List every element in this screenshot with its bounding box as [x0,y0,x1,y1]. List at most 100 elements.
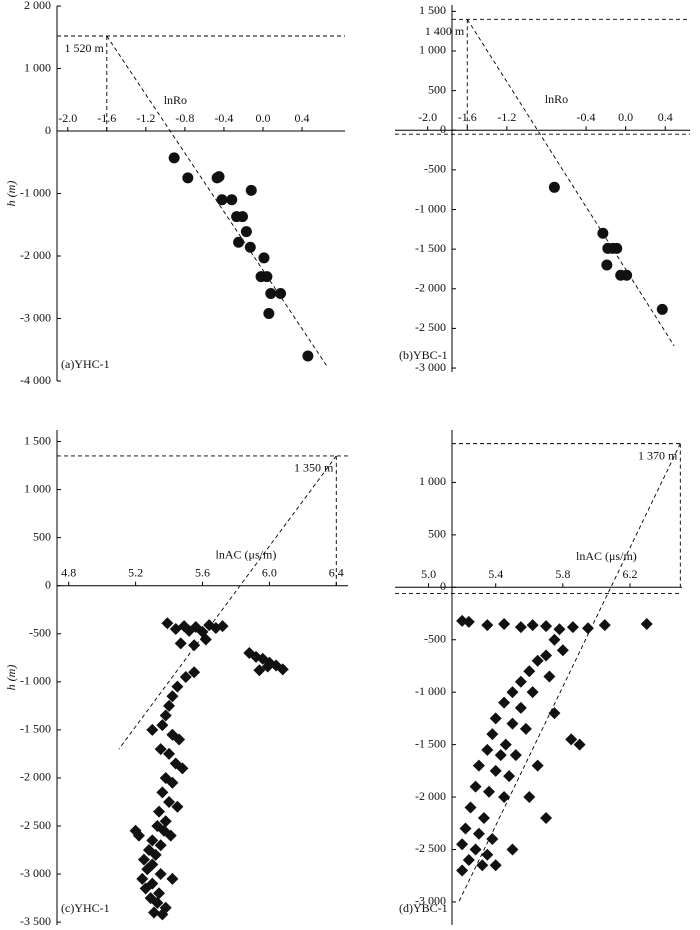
point [159,815,172,828]
point [179,671,192,684]
point [540,620,553,633]
y-tick-label: 1 500 [24,433,51,447]
point [621,269,633,281]
point [141,863,154,876]
y-tick-label: -1 000 [415,684,446,698]
point [472,759,485,772]
point [548,181,560,193]
x-tick-label: 0.4 [295,111,310,125]
y-tick-label: 1 000 [419,474,446,488]
x-axis-label: lnRo [164,93,187,107]
y-tick-label: -1 500 [20,722,51,736]
point [582,622,595,635]
point [462,615,475,628]
point [489,859,502,872]
point [601,259,613,271]
point [498,696,511,709]
point [509,749,522,762]
y-tick-label: -500 [29,626,51,640]
point [481,743,494,756]
point [531,654,544,667]
panel-label: (d)YBC-1 [399,901,448,915]
x-tick-label: 6.2 [622,567,637,581]
y-tick-label: 0 [45,577,51,591]
y-tick-label: 1 500 [419,3,446,17]
point [182,172,194,184]
point [456,838,469,851]
panel-label: (a)YHC-1 [61,357,110,371]
point [526,686,539,699]
y-tick-label: -3 000 [415,360,446,374]
point [233,236,245,248]
point [498,618,511,631]
point [514,675,527,688]
point [494,749,507,762]
point [469,780,482,793]
point [265,288,277,299]
x-tick-label: -1.2 [136,111,155,125]
point [486,728,499,741]
y-tick-label: -500 [424,162,446,176]
point [263,308,275,319]
point [261,271,273,283]
point [553,623,566,636]
point [598,619,611,632]
y-tick-label: -1 000 [20,185,51,199]
x-axis-label: lnAC (μs/m) [576,549,637,563]
point [531,759,544,772]
point [556,644,569,657]
point [166,776,179,789]
trend-line [458,443,681,903]
point [171,800,184,813]
point [464,801,477,814]
point [506,717,519,730]
point [481,619,494,632]
point [523,665,536,678]
point [459,822,472,835]
y-tick-label: -2 000 [415,789,446,803]
x-tick-label: -1.6 [458,110,477,124]
point [481,848,494,861]
point [498,791,511,804]
x-tick-label: 6.0 [262,565,277,579]
point [523,791,536,804]
point [456,864,469,877]
point [506,686,519,699]
point [462,853,475,866]
point [499,738,512,751]
y-tick-label: -3 000 [20,310,51,324]
y-tick-label: -2 000 [20,248,51,262]
y-tick-label: 0 [440,122,446,136]
y-tick-label: -1 500 [415,736,446,750]
point [137,853,150,866]
point [597,227,609,239]
y-tick-label: 500 [428,82,446,96]
point [156,908,169,921]
x-tick-label: -0.4 [577,110,596,124]
point [199,633,212,646]
trend-line [118,455,337,750]
point [503,770,516,783]
x-axis-label: lnRo [545,92,568,106]
point [136,872,149,885]
point [146,834,159,847]
point [302,350,314,362]
y-tick-label: 0 [440,579,446,593]
point [540,649,553,662]
x-tick-label: 0.0 [255,111,270,125]
point [153,805,166,818]
point [139,882,152,895]
point [171,680,184,693]
point [226,194,238,206]
x-tick-label: -2.0 [418,110,437,124]
x-tick-label: -0.8 [175,111,194,125]
y-tick-label: -1 000 [20,674,51,688]
point [213,171,225,183]
x-tick-label: 4.8 [61,565,76,579]
point [174,637,187,650]
point [656,303,668,315]
y-tick-label: -1 500 [415,241,446,255]
point [489,712,502,725]
point [163,747,176,760]
